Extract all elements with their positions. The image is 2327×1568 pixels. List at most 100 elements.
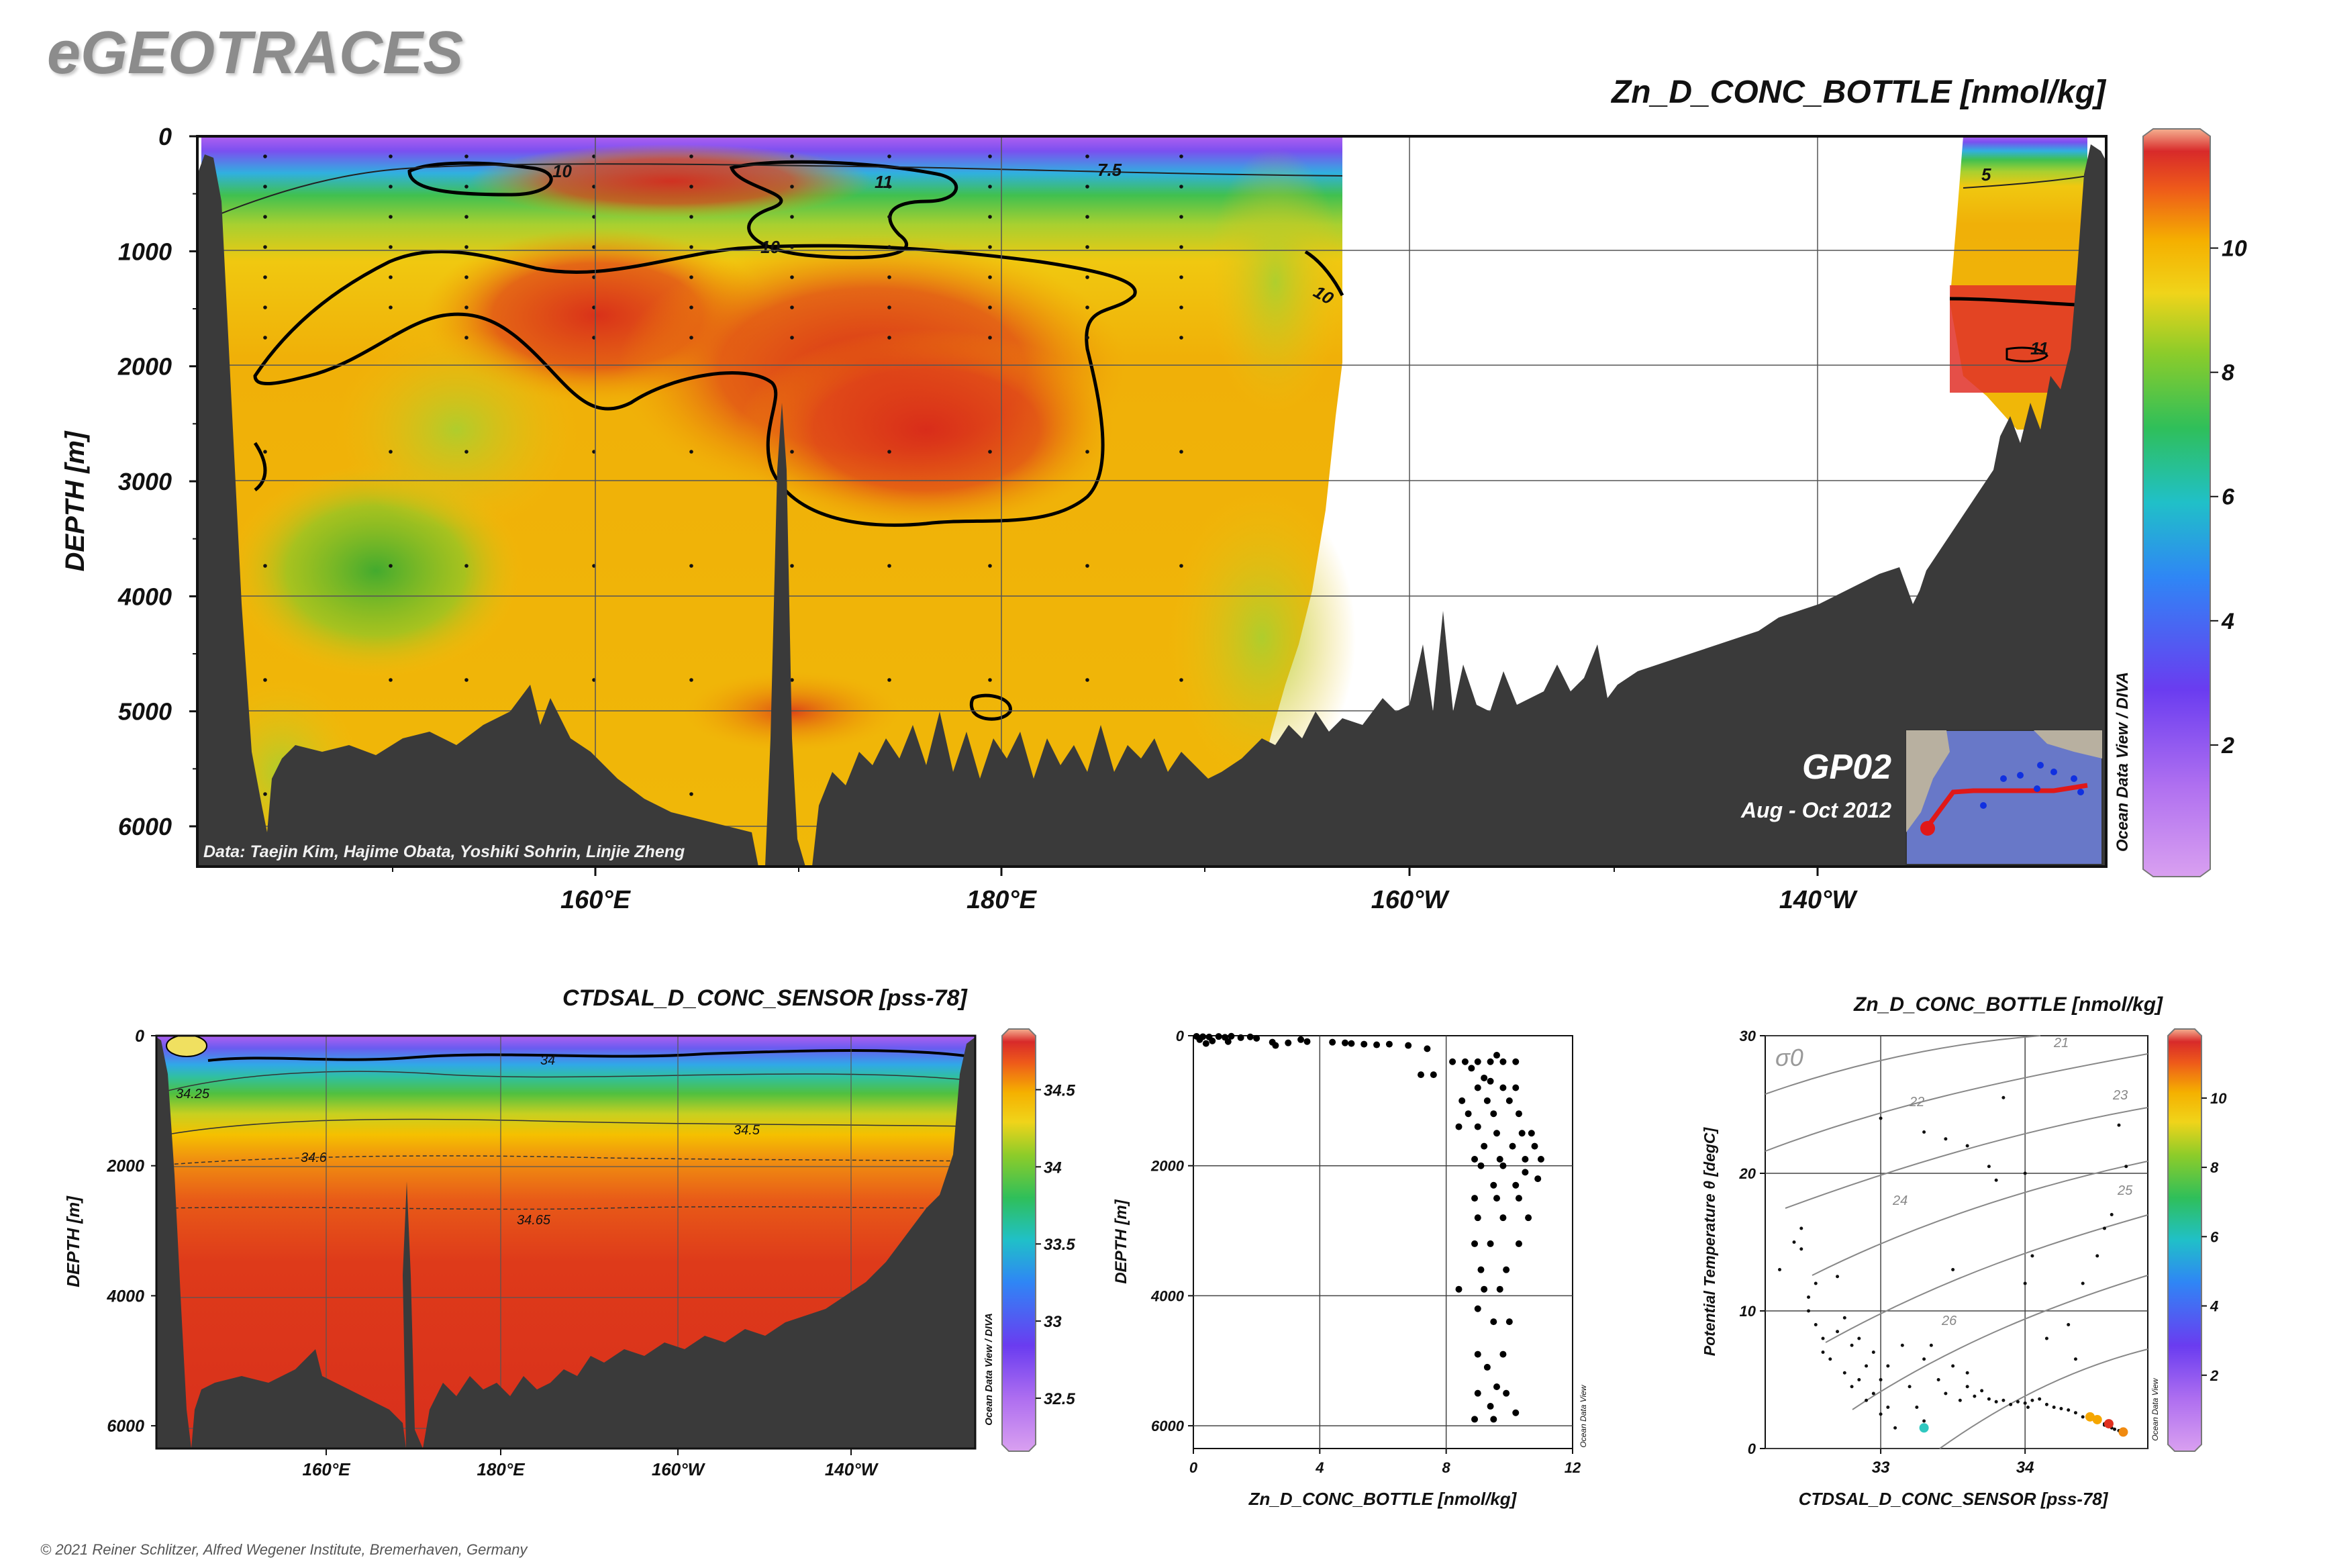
sample-dot: [1085, 275, 1089, 279]
profile-point: [1490, 1318, 1497, 1326]
ts-point: [2073, 1411, 2077, 1415]
sample-dot: [1085, 906, 1089, 910]
profile-point: [1468, 1065, 1475, 1072]
profile-point: [1474, 1084, 1481, 1091]
y-tick-label: 6000: [107, 1417, 144, 1436]
sample-dot: [689, 564, 693, 568]
profile-point: [1297, 1036, 1305, 1043]
sample-dot: [689, 450, 693, 454]
x-tick-label: 33: [1872, 1459, 1890, 1477]
profile-point: [1196, 1036, 1203, 1043]
sample-dot: [389, 906, 393, 910]
profile-point: [1515, 1240, 1522, 1247]
ts-watermark: Ocean Data View: [2150, 1377, 2160, 1440]
ts-point: [1965, 1144, 1969, 1148]
colorbar-tick-label: 32.5: [1044, 1390, 1075, 1408]
colorbar-tick-label: 4: [2221, 609, 2234, 634]
sample-dot: [1179, 450, 1183, 454]
profile-point: [1458, 1097, 1466, 1104]
ts-point: [2124, 1165, 2128, 1169]
ts-point: [1836, 1275, 1840, 1279]
colorbar-tick-label: 4: [2210, 1298, 2218, 1315]
sample-dot: [988, 185, 992, 189]
ts-point: [2016, 1400, 2020, 1404]
x-tick-label: 180°E: [477, 1459, 525, 1479]
profile-point: [1471, 1156, 1479, 1163]
colorbar-tick-label: 2: [2210, 1367, 2219, 1384]
ts-point: [2023, 1171, 2027, 1175]
sample-dot: [464, 245, 468, 249]
sample-dot: [1085, 678, 1089, 682]
ts-point: [1994, 1178, 1998, 1182]
sample-dot: [790, 245, 794, 249]
profile-point: [1481, 1142, 1488, 1150]
ts-point: [1958, 1398, 1962, 1402]
profile-point: [1534, 1175, 1542, 1183]
zn-x-axis: 160°E 180°E 160°W 140°W: [392, 867, 1858, 914]
ts-point: [2073, 1357, 2077, 1361]
isopycnal-label: 23: [2112, 1088, 2128, 1103]
sample-dot: [790, 906, 794, 910]
ts-point: [1871, 1351, 1875, 1354]
sample-dot: [887, 215, 891, 219]
ts-point: [1944, 1391, 1948, 1395]
salinity-plot-frame: [155, 1034, 977, 1450]
profile-point: [1471, 1416, 1479, 1423]
sample-dot: [689, 792, 693, 796]
ts-point: [2009, 1402, 2013, 1406]
contour-label: 5: [1981, 164, 1991, 185]
y-tick-label: 2000: [117, 353, 172, 381]
ts-isopycnals: [1765, 1035, 2148, 1449]
ts-point: [1893, 1426, 1897, 1430]
ts-point: [1807, 1295, 1811, 1299]
sample-dot: [988, 678, 992, 682]
sample-dot: [988, 305, 992, 309]
sample-dot: [988, 154, 992, 158]
profile-point: [1487, 1403, 1494, 1410]
profile-point: [1487, 1077, 1494, 1085]
contour-label: 7.5: [1097, 160, 1122, 180]
sample-dot: [887, 678, 891, 682]
profile-point: [1499, 1058, 1507, 1065]
sample-dot: [689, 305, 693, 309]
ts-colored-point: [1919, 1423, 1929, 1433]
sample-dot: [1085, 154, 1089, 158]
ts-points: [1778, 1095, 2128, 1437]
sample-dot: [790, 450, 794, 454]
ts-point: [1799, 1226, 1803, 1230]
ts-point: [1936, 1378, 1940, 1381]
profile-point: [1505, 1318, 1513, 1326]
x-tick-label: 160°E: [560, 886, 632, 914]
ts-point: [1850, 1343, 1854, 1347]
ts-point: [1836, 1330, 1840, 1334]
y-tick-label: 4000: [106, 1287, 144, 1306]
profile-point: [1515, 1195, 1522, 1202]
profile-point: [1471, 1195, 1479, 1202]
brand-logo: eGEOTRACES: [47, 19, 464, 87]
ts-point: [2102, 1226, 2106, 1230]
sample-dot: [263, 678, 267, 682]
sample-dot: [790, 215, 794, 219]
salinity-section-chart: 34 34.25 34.5 34.6 34.65: [156, 1036, 975, 1449]
sample-dot: [1179, 678, 1183, 682]
sample-dot: [790, 154, 794, 158]
profile-point: [1537, 1156, 1544, 1163]
profile-point: [1515, 1110, 1522, 1118]
salinity-colorbar: 32.5 33 33.5 34 34.5: [1001, 1028, 1075, 1452]
zn-y-label: DEPTH [m]: [60, 430, 90, 572]
sample-dot: [1179, 215, 1183, 219]
colorbar-tick-label: 10: [2222, 236, 2247, 262]
x-tick-label: 8: [1442, 1459, 1451, 1476]
y-tick-label: 0: [1176, 1028, 1185, 1044]
ts-colored-point: [2085, 1412, 2095, 1422]
ts-point: [2001, 1095, 2006, 1099]
salinity-surface-anomaly: [166, 1036, 207, 1057]
sample-dot: [790, 275, 794, 279]
ts-colored-point: [2092, 1414, 2102, 1424]
ts-point: [2026, 1406, 2030, 1409]
y-tick-label: 20: [1739, 1165, 1756, 1182]
contour-label: 34.25: [176, 1087, 210, 1101]
sample-dot: [790, 185, 794, 189]
ts-point: [1951, 1364, 1955, 1368]
profile-point: [1449, 1058, 1456, 1065]
